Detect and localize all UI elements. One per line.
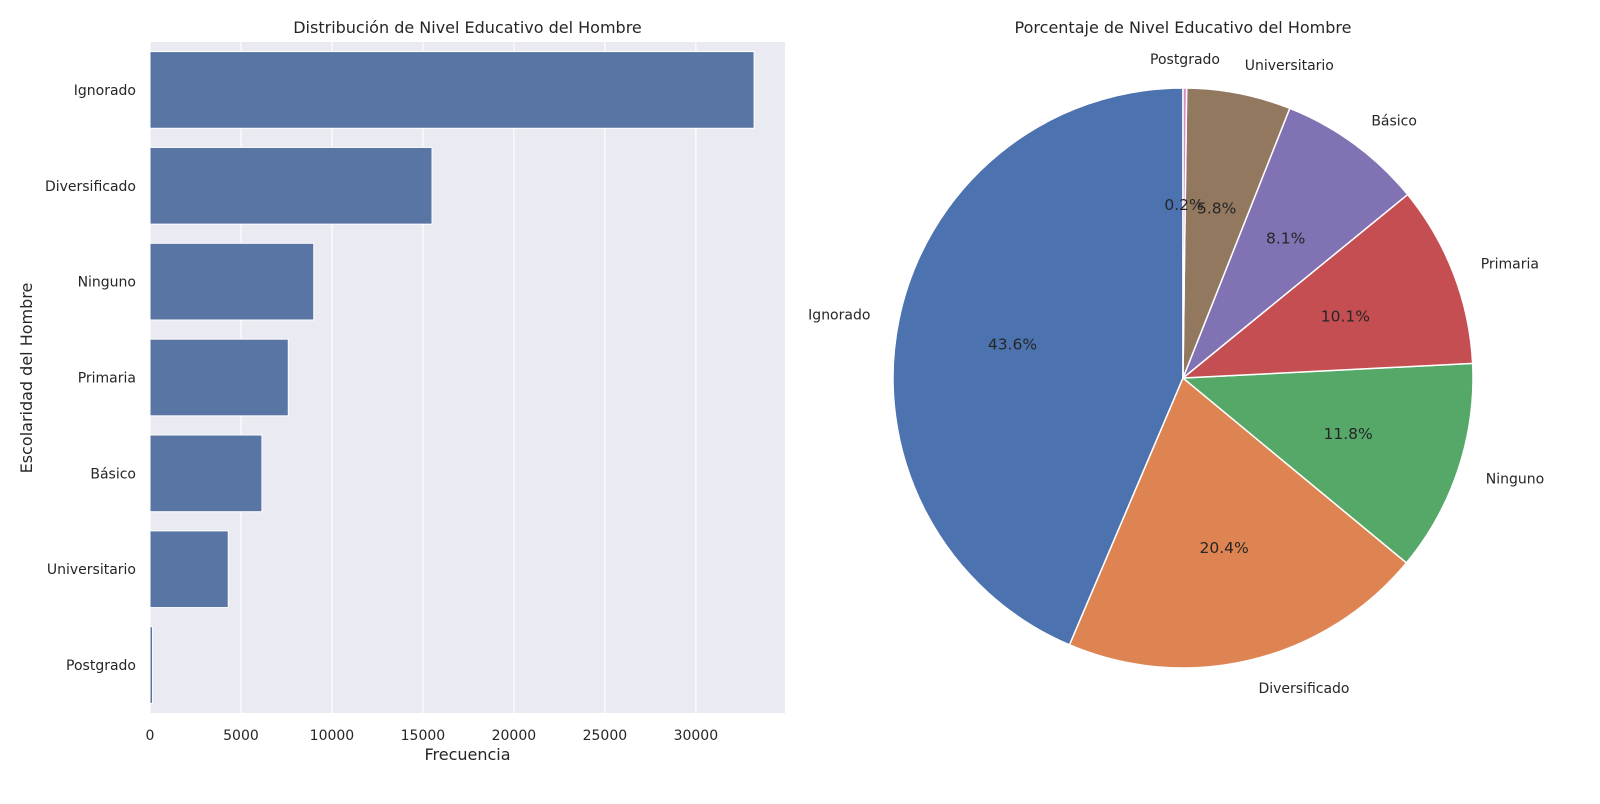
x-tick-label: 0 bbox=[146, 728, 155, 744]
bar-chart-x-axis-label: Frecuencia bbox=[424, 745, 510, 764]
pie-label-basico: Básico bbox=[1371, 114, 1417, 130]
pie-slice-diversificado bbox=[1068, 377, 1408, 669]
pie-slice-postgrado bbox=[1182, 87, 1188, 379]
bar-chart-y-tick-labels: Ignorado Diversificado Ninguno Primaria Bási… bbox=[45, 83, 136, 674]
pie-chart-title: Porcentaje de Nivel Educativo del Hombre bbox=[1015, 18, 1352, 37]
y-tick-label: Diversificado bbox=[45, 179, 136, 195]
y-tick-label: Postgrado bbox=[66, 658, 136, 674]
pie-percent-universitario: 5.8% bbox=[1197, 199, 1236, 217]
pie-label-postgrado: Postgrado bbox=[1150, 52, 1220, 68]
pie-slice-basico bbox=[1182, 107, 1409, 379]
bar-chart-x-tick-labels: 0 5000 10000 15000 20000 25000 30000 bbox=[146, 728, 719, 744]
bar-ignorado bbox=[149, 51, 755, 129]
bar-chart: Ignorado Diversificado Ninguno Primaria Bási… bbox=[17, 18, 785, 764]
bar-ninguno bbox=[149, 242, 315, 321]
y-tick-label: Básico bbox=[90, 466, 136, 482]
y-tick-label: Primaria bbox=[78, 371, 136, 387]
pie-percent-primaria: 10.1% bbox=[1321, 307, 1370, 325]
pie-label-primaria: Primaria bbox=[1481, 256, 1539, 272]
x-tick-label: 30000 bbox=[674, 728, 719, 744]
pie-label-ignorado: Ignorado bbox=[808, 307, 870, 323]
x-tick-label: 25000 bbox=[583, 728, 628, 744]
pie-chart: Porcentaje de Nivel Educativo del Hombre… bbox=[808, 18, 1544, 697]
pie-percent-ignorado: 43.6% bbox=[988, 335, 1037, 353]
pie-slice-ignorado bbox=[892, 87, 1184, 646]
bar-postgrado bbox=[149, 626, 154, 704]
bar-basico bbox=[149, 434, 263, 513]
bar-chart-y-axis-label: Escolaridad del Hombre bbox=[17, 283, 36, 474]
pie-percent-diversificado: 20.4% bbox=[1200, 539, 1249, 557]
pie-percent-ninguno: 11.8% bbox=[1324, 425, 1373, 443]
x-tick-label: 10000 bbox=[310, 728, 355, 744]
y-tick-label: Ignorado bbox=[74, 83, 136, 99]
bar-chart-title: Distribución de Nivel Educativo del Homb… bbox=[293, 18, 642, 37]
pie-percent-postgrado: 0.2% bbox=[1164, 196, 1203, 214]
pie-label-diversificado: Diversificado bbox=[1258, 681, 1349, 697]
pie-slice-ninguno bbox=[1182, 362, 1474, 564]
pie-label-ninguno: Ninguno bbox=[1486, 471, 1544, 487]
pie-percent-basico: 8.1% bbox=[1266, 230, 1305, 248]
pie-label-universitario: Universitario bbox=[1245, 58, 1334, 74]
x-tick-label: 15000 bbox=[401, 728, 446, 744]
bar-primaria bbox=[149, 338, 289, 417]
pie-chart-slices bbox=[892, 87, 1474, 669]
pie-slice-primaria bbox=[1182, 193, 1474, 379]
pie-chart-category-labels: Ignorado Diversificado Ninguno Primaria Bási… bbox=[808, 52, 1544, 697]
bar-diversificado bbox=[149, 146, 433, 225]
bar-chart-bars bbox=[149, 51, 755, 704]
bar-universitario bbox=[149, 530, 229, 609]
x-tick-label: 20000 bbox=[492, 728, 537, 744]
y-tick-label: Universitario bbox=[47, 562, 136, 578]
y-tick-label: Ninguno bbox=[78, 275, 136, 291]
pie-chart-percent-labels: 43.6% 20.4% 11.8% 10.1% 8.1% 5.8%0.2% bbox=[988, 196, 1373, 557]
x-tick-label: 5000 bbox=[223, 728, 259, 744]
